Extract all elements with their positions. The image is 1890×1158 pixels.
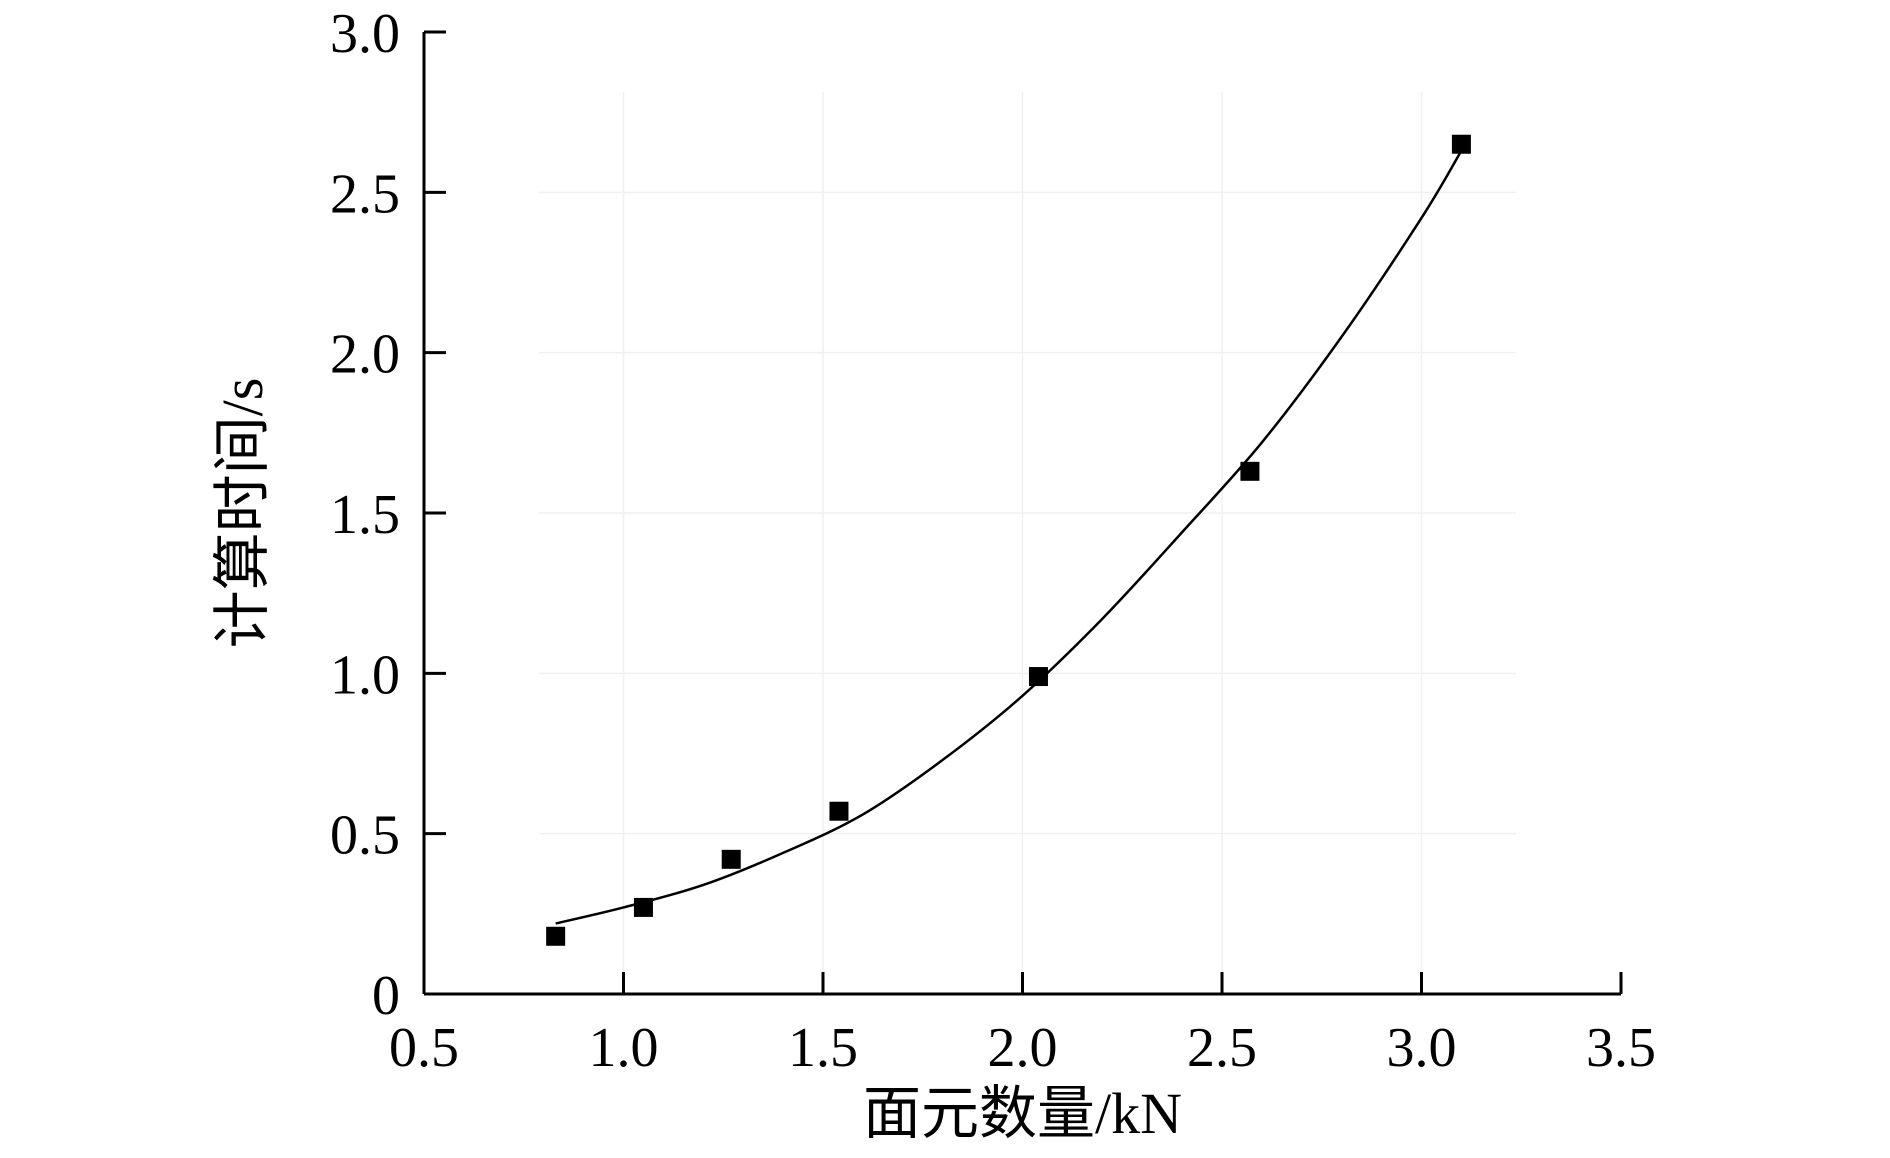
x-tick-label: 2.0 xyxy=(988,1017,1058,1079)
x-tick-label: 1.0 xyxy=(589,1017,659,1079)
y-axis-title: 计算时间/s xyxy=(210,378,275,649)
grid xyxy=(539,92,1516,994)
y-tick-label: 1.5 xyxy=(330,484,400,546)
x-tick-label: 1.5 xyxy=(788,1017,858,1079)
x-tick-label: 2.5 xyxy=(1187,1017,1257,1079)
data-point-marker xyxy=(1451,134,1471,154)
y-tick-label: 2.5 xyxy=(330,163,400,225)
data-point-marker xyxy=(546,926,566,946)
x-tick-label: 3.0 xyxy=(1387,1017,1457,1079)
ticks: 0.5 1.0 1.5 2.0 2.5 3.0 3.500.51.01.52.02.53.0 xyxy=(330,3,1656,1079)
y-tick-label: 0.5 xyxy=(330,805,400,867)
data-point-marker xyxy=(1240,461,1260,481)
fit-curve xyxy=(555,150,1463,925)
y-tick-label: 3.0 xyxy=(330,3,400,65)
data-point-marker xyxy=(829,801,849,821)
x-tick-label: 3.5 xyxy=(1586,1017,1656,1079)
y-tick-label: 1.0 xyxy=(330,644,400,706)
series xyxy=(546,134,1471,946)
x-axis-title: 面元数量/kN xyxy=(863,1081,1182,1146)
data-point-marker xyxy=(721,849,741,869)
data-point-marker xyxy=(1028,667,1048,687)
y-tick-label: 2.0 xyxy=(330,324,400,386)
x-tick-label: 0.5 xyxy=(389,1017,459,1079)
y-tick-label: 0 xyxy=(372,965,400,1027)
data-point-marker xyxy=(633,897,653,917)
